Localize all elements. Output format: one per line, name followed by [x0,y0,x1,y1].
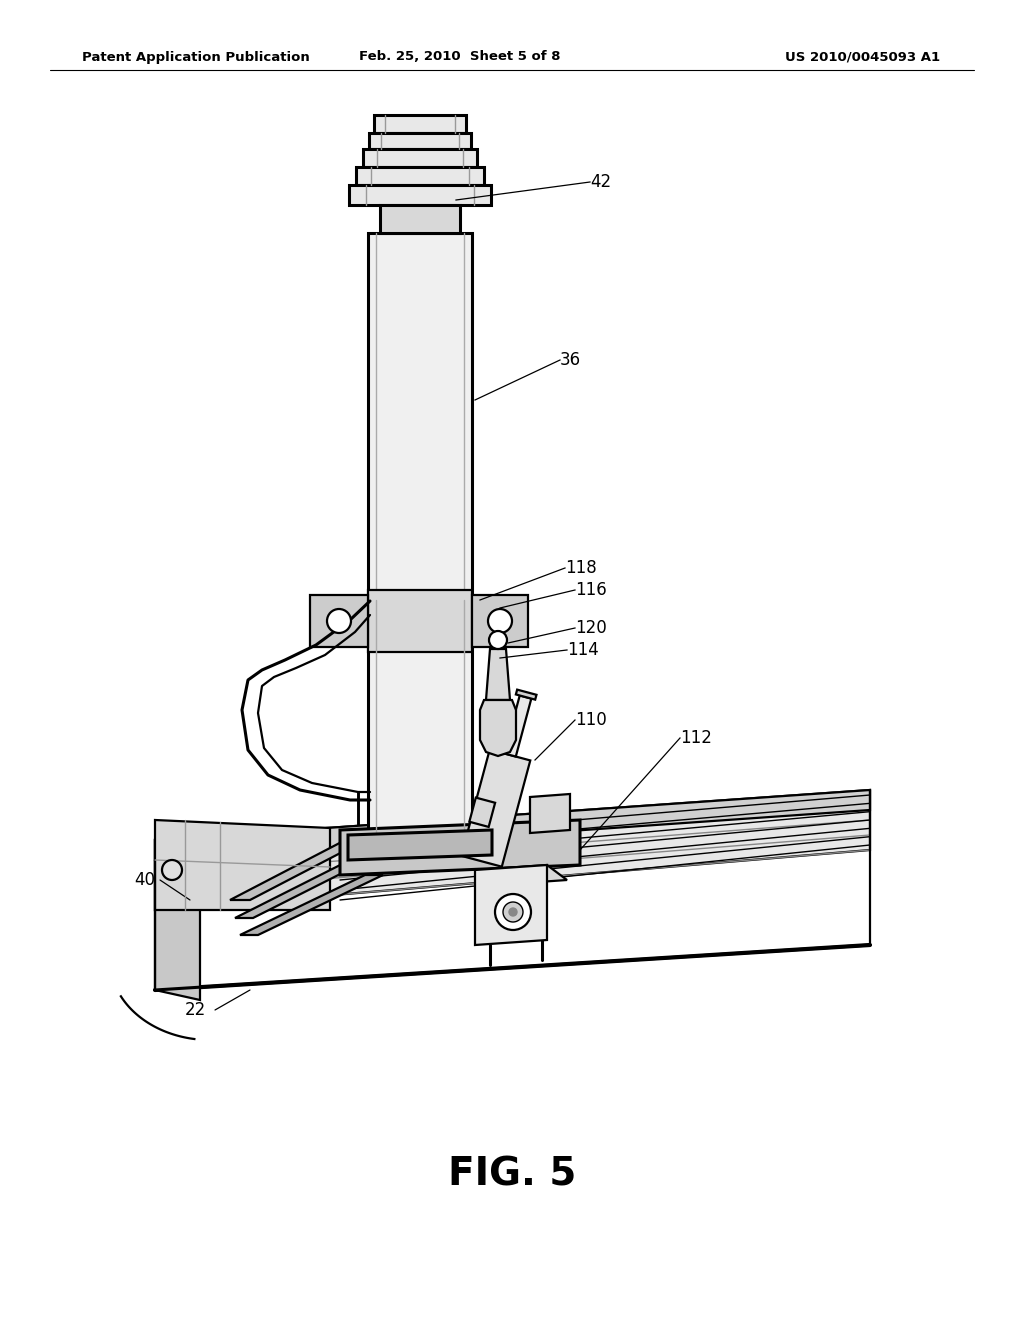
Polygon shape [461,750,530,867]
Text: US 2010/0045093 A1: US 2010/0045093 A1 [784,50,940,63]
Polygon shape [310,595,368,647]
Polygon shape [155,840,200,1001]
Bar [356,168,484,185]
Bar [349,185,490,205]
Text: 116: 116 [575,581,607,599]
Polygon shape [475,865,567,884]
Bar [362,149,477,168]
Polygon shape [480,700,516,756]
Polygon shape [155,789,870,909]
Bar [380,205,460,234]
Circle shape [495,894,531,931]
Polygon shape [240,875,383,935]
Polygon shape [530,795,570,833]
Text: 120: 120 [575,619,607,638]
Polygon shape [472,595,528,647]
Polygon shape [516,689,537,700]
Bar [368,601,472,840]
Polygon shape [486,649,510,700]
Text: Patent Application Publication: Patent Application Publication [82,50,309,63]
Text: 36: 36 [560,351,582,370]
Bar [369,133,471,149]
Text: 110: 110 [575,711,607,729]
Circle shape [327,609,351,634]
Polygon shape [475,865,547,945]
Text: 42: 42 [590,173,611,191]
Polygon shape [155,820,330,909]
Bar [368,234,472,601]
Polygon shape [340,820,580,875]
Bar [368,590,472,652]
Polygon shape [348,830,492,861]
Circle shape [162,861,182,880]
Polygon shape [469,797,496,826]
Polygon shape [230,836,375,900]
Text: 118: 118 [565,558,597,577]
Text: 114: 114 [567,642,599,659]
Text: Feb. 25, 2010  Sheet 5 of 8: Feb. 25, 2010 Sheet 5 of 8 [359,50,561,63]
Text: FIG. 5: FIG. 5 [447,1156,577,1195]
Text: 22: 22 [185,1001,206,1019]
Bar [374,115,466,133]
Text: 40: 40 [134,871,155,888]
Text: 112: 112 [680,729,712,747]
Polygon shape [155,789,870,861]
Circle shape [488,609,512,634]
Circle shape [489,631,507,649]
Circle shape [509,908,517,916]
Polygon shape [234,855,378,917]
Polygon shape [504,696,531,756]
Circle shape [503,902,523,921]
